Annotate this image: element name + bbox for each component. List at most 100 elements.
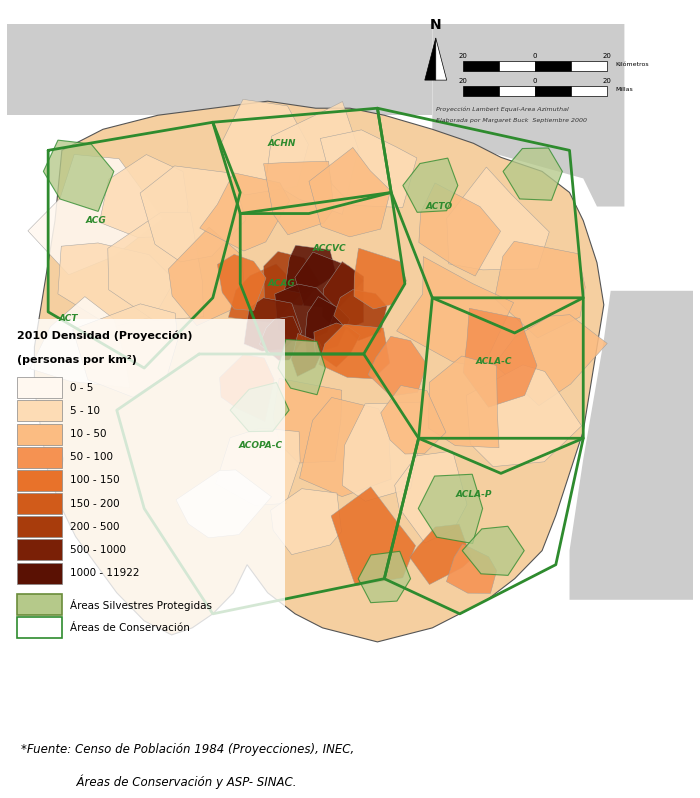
Text: Elaborada por Margaret Buck  Septiembre 2000: Elaborada por Margaret Buck Septiembre 2… [435,118,587,123]
Polygon shape [199,173,290,251]
Bar [18,493,62,514]
Bar [463,86,499,97]
Text: 1000 - 11922: 1000 - 11922 [70,568,139,578]
Text: 0: 0 [533,53,538,59]
Polygon shape [220,354,274,421]
Text: 100 - 150: 100 - 150 [70,476,120,485]
Polygon shape [295,252,364,308]
Text: ACHN: ACHN [267,139,295,148]
Polygon shape [273,378,342,463]
Polygon shape [403,158,458,212]
Text: ACAG: ACAG [267,279,295,288]
Text: Proyección Lambert Equal-Area Azimuthal: Proyección Lambert Equal-Area Azimuthal [435,107,568,113]
Text: 5 - 10: 5 - 10 [70,406,100,416]
Polygon shape [320,130,416,207]
Bar [18,539,62,560]
Text: 200 - 500: 200 - 500 [70,522,120,531]
Text: 0: 0 [533,78,538,85]
Bar [18,377,62,398]
Circle shape [47,451,63,468]
Polygon shape [291,334,323,377]
Polygon shape [264,161,334,235]
Polygon shape [503,148,562,200]
Polygon shape [314,323,360,367]
Text: 20: 20 [458,53,468,59]
Polygon shape [397,257,514,368]
Text: *Fuente: Censo de Población 1984 (Proyecciones), INEC,: *Fuente: Censo de Población 1984 (Proyec… [21,743,354,756]
Polygon shape [410,524,472,584]
Polygon shape [34,101,604,642]
Polygon shape [58,243,175,327]
Polygon shape [466,365,582,467]
Text: ACTO: ACTO [426,202,453,211]
Bar [536,86,571,97]
Polygon shape [494,314,607,405]
Polygon shape [300,397,391,496]
Polygon shape [331,487,416,586]
Text: ACLA-P: ACLA-P [455,490,491,499]
Polygon shape [395,451,467,543]
Polygon shape [462,526,524,575]
Bar [18,516,62,537]
Polygon shape [99,155,188,237]
Text: 50 - 100: 50 - 100 [70,452,113,462]
Polygon shape [43,140,114,211]
Polygon shape [216,428,300,505]
Polygon shape [419,183,500,276]
Bar [463,61,499,71]
Polygon shape [28,155,163,275]
Bar [10,319,285,667]
Text: Millas: Millas [615,88,634,93]
Polygon shape [244,298,302,351]
Polygon shape [433,24,624,207]
Text: (personas por km²): (personas por km²) [18,355,137,365]
Polygon shape [342,402,421,501]
Bar [571,86,608,97]
Polygon shape [354,248,407,309]
Bar [499,61,536,71]
Polygon shape [318,324,390,379]
Text: Kilómetros: Kilómetros [615,62,649,67]
Text: ACCVC: ACCVC [313,244,346,253]
Polygon shape [73,304,178,397]
Bar [18,401,62,421]
Bar [536,61,571,71]
Polygon shape [266,101,358,215]
Bar [18,424,62,444]
Bar [18,595,62,615]
Text: 500 - 1000: 500 - 1000 [70,545,126,555]
Text: 20: 20 [603,53,612,59]
Polygon shape [463,308,537,407]
Text: 150 - 200: 150 - 200 [70,499,120,508]
Polygon shape [447,167,550,270]
Polygon shape [334,290,387,341]
Text: Áreas de Conservación y ASP- SINAC.: Áreas de Conservación y ASP- SINAC. [69,775,296,789]
Text: 2010 Densidad (Proyección): 2010 Densidad (Proyección) [18,331,192,342]
Text: 0 - 5: 0 - 5 [70,383,94,393]
Polygon shape [419,474,482,543]
Polygon shape [435,38,447,80]
Polygon shape [447,544,497,594]
Polygon shape [495,241,585,338]
Polygon shape [140,166,246,262]
Polygon shape [30,297,130,388]
Polygon shape [570,290,693,600]
Polygon shape [219,99,308,195]
Polygon shape [305,297,350,355]
Polygon shape [358,551,411,602]
Polygon shape [428,356,499,448]
Polygon shape [108,212,204,321]
Text: ACLA-C: ACLA-C [476,357,512,365]
Bar [18,470,62,491]
Text: ACT: ACT [59,314,78,323]
Polygon shape [7,24,433,115]
Polygon shape [271,488,342,555]
Text: 20: 20 [603,78,612,85]
Bar [18,447,62,468]
Bar [18,618,62,638]
Bar [571,61,608,71]
Text: 10 - 50: 10 - 50 [70,429,106,439]
Polygon shape [275,284,336,343]
Polygon shape [176,470,272,538]
Polygon shape [381,385,446,454]
